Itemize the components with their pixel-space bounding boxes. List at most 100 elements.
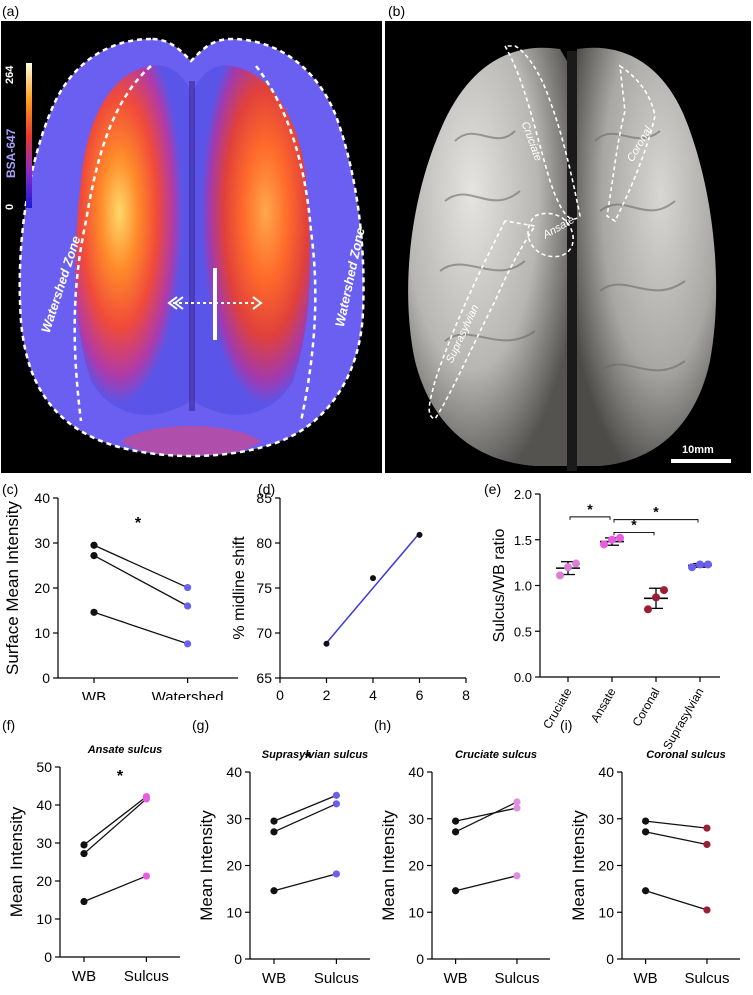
chart-e-y-tick-label: 0.0 [514,670,532,685]
chart-h-point-second [513,804,521,812]
chart-f-point-second [142,795,150,803]
fluorescence-brain-image [1,21,382,473]
chart-g-point-second [332,800,340,808]
scale-bar-label: 10mm [682,444,714,456]
chart-i-series-line [645,890,708,911]
chart-e-point [600,540,608,549]
chart-d-x-tick-label: 4 [369,687,377,700]
chart-e-y-tick-label: 2.0 [514,487,532,502]
chart-e-point [572,559,580,568]
chart-e-bracket-label: * [653,504,659,520]
colorbar-title: BSA-647 [4,128,18,178]
chart-d-y-tick-label: 85 [256,490,272,506]
chart-c-y-tick-label: 10 [34,625,50,641]
chart-e-y-label: Sulcus/WB ratio [491,528,508,642]
chart-i-title: Coronal sulcus [646,749,725,761]
chart-g-series-line [273,803,337,833]
panel-d-letter: (d) [258,481,276,497]
chart-e-bracket-label: * [587,501,593,517]
chart-e-point [660,586,668,595]
chart-h-point-first [452,817,460,825]
chart-e-bracket-label: * [631,516,637,532]
chart-e-y-tick-label: 1.5 [514,533,532,548]
chart-g-y-label: Mean Intensity [197,810,216,921]
chart-g: 0 10 20 30 40 WB Sulcus Suprasylvian sulcus* Mea… [197,749,370,987]
chart-d-x-tick-label: 0 [276,687,284,700]
chart-g-point-second [332,791,340,799]
panel-e-letter: (e) [484,481,502,497]
chart-g-significance: * [305,750,312,767]
chart-d-y-tick-label: 65 [256,670,272,686]
chart-f-series-line [83,798,147,855]
chart-h-y-label: Mean Intensity [379,810,398,921]
chart-c-y-tick-label: 0 [42,670,50,686]
chart-f-significance: * [117,768,124,785]
chart-d-x-tick-label: 8 [462,687,470,700]
chart-e-y-tick-label: 1.0 [514,579,532,594]
chart-c-point-first [90,608,98,616]
chart-f-point-first [80,897,88,906]
chart-c: 0 10 20 30 40 WB Watershed * Surface Mean Intens… [3,490,238,700]
chart-g-point-first [270,817,278,825]
chart-h-point-first [452,828,460,836]
chart-c-point-first [90,552,98,560]
panel-i-letter: (i) [560,717,573,733]
chart-e-point [564,563,572,572]
chart-i-point-first [642,817,650,825]
chart-f-y-label: Mean Intensity [7,806,26,917]
chart-g-point-second [332,870,340,878]
chart-c-point-second [184,583,192,592]
chart-g-point-first [270,887,278,895]
chart-e-point [616,533,624,542]
chart-f-y-tick-label: 0 [44,949,52,965]
chart-d-fit-line [325,532,421,644]
chart-i-series-line [645,820,708,829]
chart-d-x-tick-label: 2 [323,687,331,700]
chart-g-point-first [270,828,278,836]
chart-g-y-tick-label: 30 [226,811,242,827]
chart-h-y-tick-label: 40 [408,764,424,780]
chart-c-series-line [93,555,188,607]
chart-e-point [688,563,696,572]
chart-c-point-first [90,541,98,549]
chart-i-x-tick-label: WB [634,970,658,987]
chart-h-series-line [455,807,518,822]
chart-f-x-tick-label: WB [72,968,96,985]
chart-f-y-tick-label: 30 [36,835,52,851]
chart-h-y-tick-label: 30 [408,811,424,827]
chart-f-y-tick-label: 10 [36,911,52,927]
chart-h-series-line [455,875,518,892]
chart-g-series-line [273,794,337,822]
chart-e-point [696,560,704,569]
chart-h-x-tick-label: WB [444,970,468,987]
chart-f-y-tick-label: 40 [36,797,52,813]
chart-i-point-second [703,824,711,832]
chart-c-significance: * [135,515,142,532]
chart-d: 657075808502468Circulation time (hours)%… [231,490,470,700]
chart-h-title: Cruciate sulcus [455,749,537,761]
chart-d-point [323,640,330,647]
colorbar-max-label: 264 [4,65,16,84]
chart-g-y-tick-label: 20 [226,858,242,874]
panel-a-letter: (a) [2,3,20,19]
chart-e-point [644,605,652,614]
chart-e-bracket [613,519,699,523]
chart-h-y-tick-label: 20 [408,858,424,874]
panel-c-letter: (c) [2,481,19,497]
chart-h-x-tick-label: Sulcus [494,970,539,987]
chart-i-y-tick-label: 40 [598,764,614,780]
chart-d-y-label: % midline shift [231,536,248,640]
chart-c-y-tick-label: 40 [34,490,50,506]
chart-d-point [370,575,376,582]
chart-f-point-second [142,872,150,880]
chart-g-x-tick-label: Sulcus [314,970,359,987]
panel-h-letter: (h) [374,717,392,733]
chart-d-y-tick-label: 80 [256,535,272,551]
chart-i-point-second [703,906,711,914]
chart-f-y-tick-label: 50 [36,759,52,775]
chart-c-series-line [93,544,188,589]
chart-h-point-first [452,887,460,895]
chart-f-x-tick-label: Sulcus [124,968,169,985]
chart-h-point-second [513,798,521,806]
chart-f-y-tick-label: 20 [36,873,52,889]
